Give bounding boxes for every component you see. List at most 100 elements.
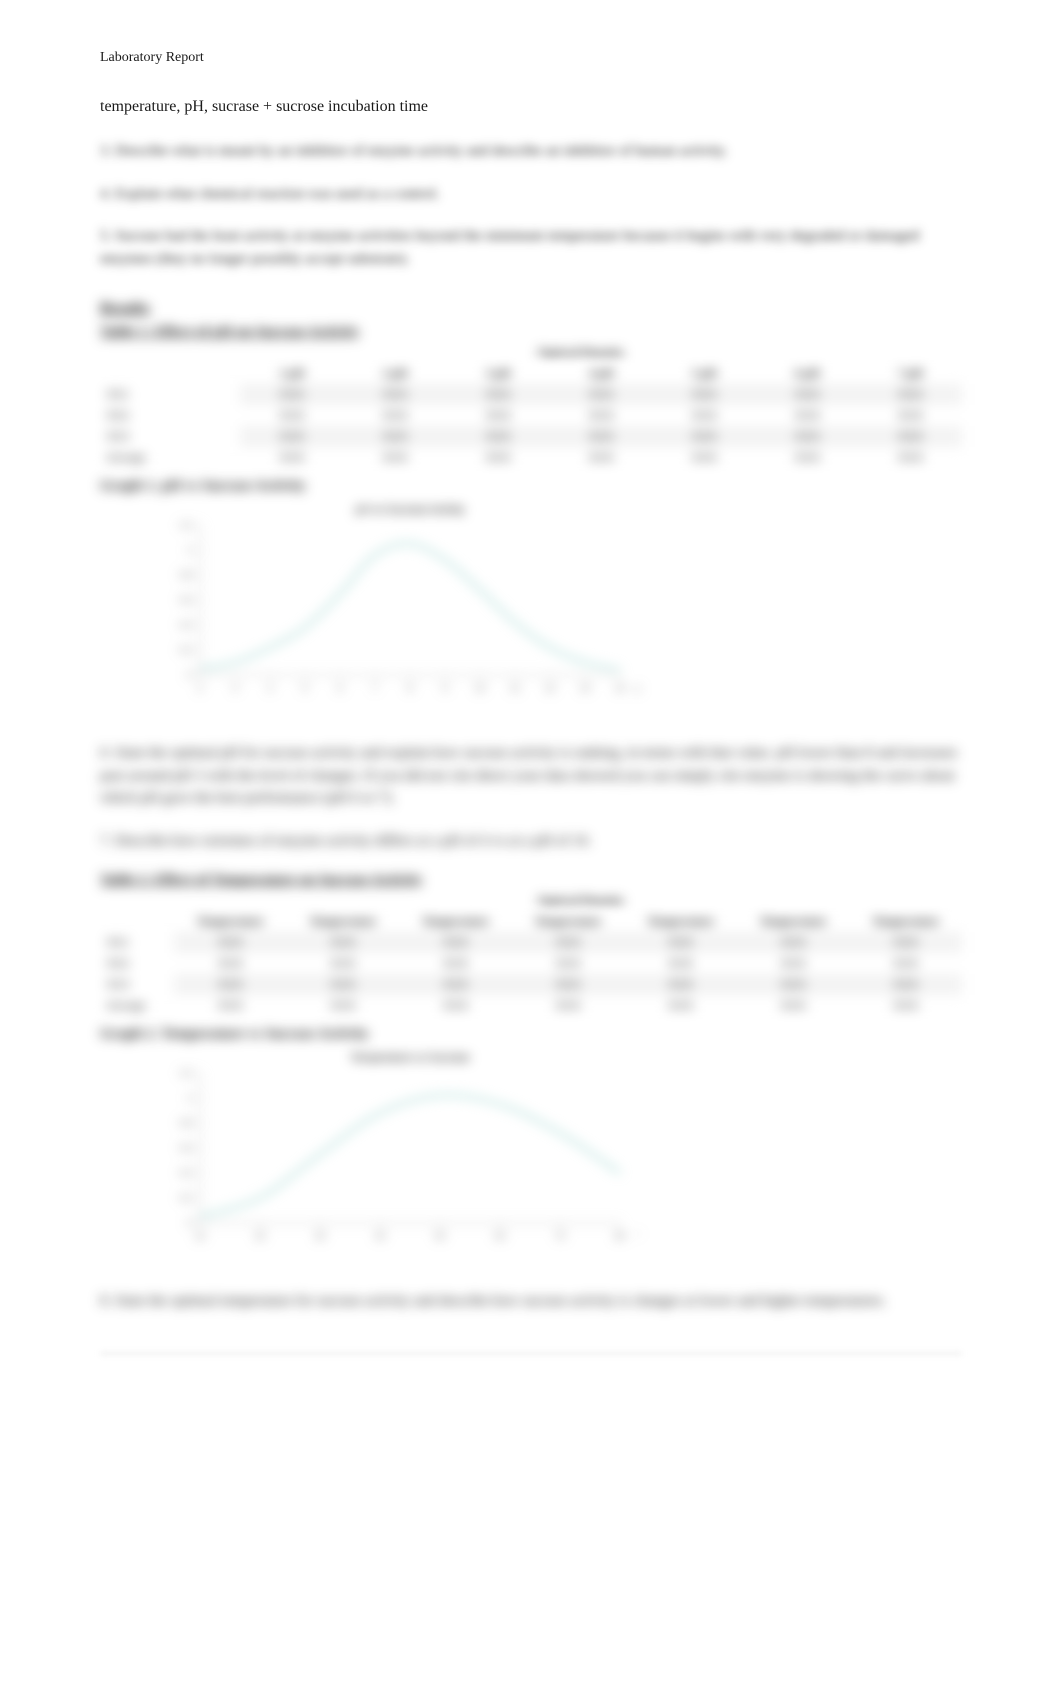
table-cell: XXX: [849, 995, 962, 1016]
table-cell: XXX: [859, 405, 962, 426]
svg-text:70: 70: [555, 1231, 565, 1241]
question-7: 7. Describe how extremes of enzyme activ…: [100, 830, 962, 853]
svg-text:pH vs Sucrase Activity: pH vs Sucrase Activity: [356, 504, 465, 516]
table-cell: XXX: [240, 447, 343, 468]
svg-text:8: 8: [407, 683, 412, 693]
table-cell: XXX: [653, 426, 756, 447]
table-cell: XXX: [343, 405, 446, 426]
table-2: TemperatureTemperatureTemperatureTempera…: [100, 911, 962, 1016]
table-header-cell: 1 pH: [240, 363, 343, 384]
svg-text:3: 3: [232, 683, 237, 693]
table-cell: XXX: [624, 932, 737, 953]
optical-density-label-1: Optical Density: [100, 345, 962, 361]
table-cell: XXX: [287, 974, 400, 995]
table-header-cell: [100, 363, 240, 384]
table-row: XX3XXXXXXXXXXXXXXXXXXXXX: [100, 426, 962, 447]
table-header-cell: 6 pH: [756, 363, 859, 384]
page-header: Laboratory Report: [100, 50, 962, 66]
svg-text:0.6: 0.6: [179, 1143, 192, 1153]
table-header-cell: Temperature: [849, 911, 962, 932]
chart-2: Temperature vs Sucrase00.20.40.60.811.21…: [140, 1047, 962, 1262]
table-cell: XXX: [447, 384, 550, 405]
table-header-cell: [100, 911, 174, 932]
table-cell: XXX: [512, 953, 625, 974]
table1-title: Table 1. Effect of pH on Sucrase Activit…: [100, 324, 962, 341]
table-cell: XXX: [756, 384, 859, 405]
svg-text:0.4: 0.4: [179, 620, 192, 630]
table-cell: XXX: [399, 932, 512, 953]
svg-text:0.4: 0.4: [179, 1168, 192, 1178]
table-header-cell: Temperature: [399, 911, 512, 932]
table-cell: Average: [100, 447, 240, 468]
svg-text:30: 30: [315, 1231, 325, 1241]
svg-text:0: 0: [187, 670, 192, 680]
svg-text:60: 60: [495, 1231, 505, 1241]
table-cell: XXX: [737, 974, 850, 995]
table-header-cell: Temperature: [287, 911, 400, 932]
table-cell: XXX: [849, 953, 962, 974]
svg-text:1.2: 1.2: [179, 520, 192, 530]
table-cell: XXX: [624, 974, 737, 995]
question-5: 5. Sucrase had the least activity at enz…: [100, 225, 962, 270]
svg-text:14: 14: [615, 683, 625, 693]
table-cell: XXX: [343, 384, 446, 405]
table-cell: XXX: [756, 426, 859, 447]
table-cell: XXX: [287, 953, 400, 974]
variables-line: temperature, pH, sucrase + sucrose incub…: [100, 96, 962, 118]
table-header-cell: 7 pH: [859, 363, 962, 384]
results-heading: Results: [100, 300, 962, 318]
question-4: 4. Explain what chemical reaction was us…: [100, 183, 962, 206]
svg-text:1: 1: [187, 545, 192, 555]
table-cell: XX2: [100, 405, 240, 426]
table-cell: XXX: [624, 995, 737, 1016]
table-cell: XX1: [100, 384, 240, 405]
table-cell: XXX: [849, 974, 962, 995]
table-cell: XXX: [512, 974, 625, 995]
svg-text:50: 50: [435, 1231, 445, 1241]
table-cell: XXX: [343, 426, 446, 447]
table-cell: XXX: [737, 953, 850, 974]
svg-text:80: 80: [615, 1231, 625, 1241]
svg-text:pH: pH: [636, 683, 640, 693]
table-cell: XXX: [287, 995, 400, 1016]
table-cell: XXX: [859, 426, 962, 447]
table-cell: XXX: [287, 932, 400, 953]
table-cell: XXX: [512, 932, 625, 953]
svg-text:12: 12: [545, 683, 555, 693]
table-cell: XXX: [240, 405, 343, 426]
table-cell: XXX: [399, 974, 512, 995]
svg-text:1: 1: [187, 1093, 192, 1103]
table-row: XX3XXXXXXXXXXXXXXXXXXXXX: [100, 974, 962, 995]
table-cell: XX2: [100, 953, 174, 974]
table-cell: XXX: [399, 953, 512, 974]
graph1-title: Graph 1. pH vs Sucrase Activity: [100, 478, 962, 495]
table-cell: XXX: [174, 995, 287, 1016]
table-cell: XXX: [447, 447, 550, 468]
table-cell: XXX: [240, 426, 343, 447]
svg-text:0: 0: [187, 1218, 192, 1228]
table-cell: XXX: [859, 384, 962, 405]
table-1: 1 pH2 pH3 pH4 pH5 pH6 pH7 pHXX1XXXXXXXXX…: [100, 363, 962, 468]
table-cell: XXX: [447, 405, 550, 426]
svg-text:10: 10: [475, 683, 485, 693]
table-cell: XXX: [849, 932, 962, 953]
svg-text:9: 9: [442, 683, 447, 693]
table-cell: XXX: [174, 953, 287, 974]
table-cell: XXX: [859, 447, 962, 468]
svg-text:7: 7: [372, 683, 377, 693]
svg-text:5: 5: [302, 683, 307, 693]
table-cell: XXX: [737, 932, 850, 953]
svg-text:1.2: 1.2: [179, 1068, 192, 1078]
table-header-cell: 3 pH: [447, 363, 550, 384]
table-row: XX1XXXXXXXXXXXXXXXXXXXXX: [100, 384, 962, 405]
table-row: XX1XXXXXXXXXXXXXXXXXXXXX: [100, 932, 962, 953]
table-cell: XXX: [512, 995, 625, 1016]
svg-text:0.8: 0.8: [179, 1118, 192, 1128]
chart-1: pH vs Sucrase Activity00.20.40.60.811.22…: [140, 499, 962, 714]
table-cell: XXX: [240, 384, 343, 405]
svg-text:0.6: 0.6: [179, 595, 192, 605]
table-header-cell: 2 pH: [343, 363, 446, 384]
table-cell: XXX: [737, 995, 850, 1016]
table-cell: XX3: [100, 426, 240, 447]
question-8: 8. State the optimal temperature for suc…: [100, 1290, 962, 1313]
